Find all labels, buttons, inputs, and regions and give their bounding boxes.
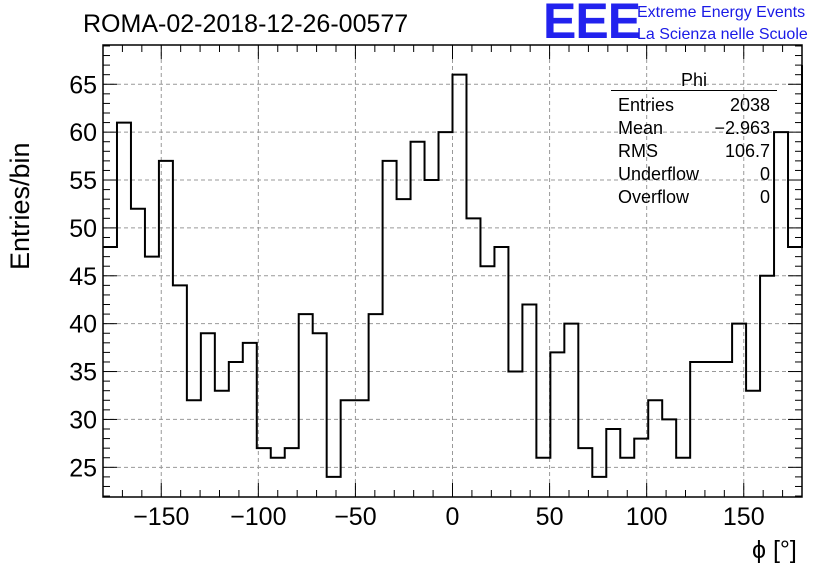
histogram-bin <box>746 391 760 497</box>
y-tick-label: 65 <box>69 71 97 99</box>
stats-value: 2038 <box>729 95 770 115</box>
histogram-bin <box>648 400 662 497</box>
stats-label: RMS <box>618 141 658 161</box>
histogram-bin <box>131 209 145 497</box>
stats-row-entries: Entries 2038 <box>611 94 777 117</box>
histogram-bin <box>201 333 215 497</box>
x-tick-label: −100 <box>230 503 286 531</box>
y-tick-label: 55 <box>69 167 97 195</box>
histogram-bin <box>466 218 480 497</box>
tick-labels: −150 −100 −50 0 50 100 150 25 30 35 40 45 50 55 60 65 <box>69 71 764 531</box>
histogram-bin <box>718 362 732 497</box>
stats-row-mean: Mean −2.963 <box>611 117 777 140</box>
y-tick-label: 50 <box>69 215 97 243</box>
x-tick-label: −50 <box>334 503 376 531</box>
stats-value: −2.963 <box>714 118 770 138</box>
eee-logo: EEE <box>543 0 641 49</box>
stats-box: Phi Entries 2038 Mean −2.963 RMS 106.7 U… <box>611 70 777 209</box>
histogram-bin <box>215 391 229 497</box>
histogram-bin <box>606 429 620 497</box>
histogram-bin <box>690 362 704 497</box>
histogram-bin <box>313 333 327 497</box>
histogram-bin <box>564 324 578 497</box>
stats-value: 0 <box>759 187 770 207</box>
stats-label: Entries <box>618 95 675 115</box>
histogram-bin <box>341 400 355 497</box>
stats-row-overflow: Overflow 0 <box>611 186 777 209</box>
x-tick-label: 150 <box>723 503 765 531</box>
grid <box>103 45 802 497</box>
y-tick-label: 35 <box>69 359 97 387</box>
histogram-bin <box>299 314 313 497</box>
histogram-bin <box>285 448 299 497</box>
histogram-bin <box>536 458 550 497</box>
histogram-bin <box>704 362 718 497</box>
y-tick-label: 45 <box>69 263 97 291</box>
histogram-bin <box>117 123 131 497</box>
histogram-bin <box>494 247 508 497</box>
x-axis-label: ϕ [°] <box>752 536 797 564</box>
histogram-bin <box>662 419 676 497</box>
stats-label: Underflow <box>618 164 700 184</box>
y-tick-label: 30 <box>69 406 97 434</box>
histogram-bin <box>145 257 159 497</box>
stats-value: 0 <box>759 164 770 184</box>
histogram-bin <box>159 161 173 497</box>
logo-line-2: La Scienza nelle Scuole <box>637 26 808 43</box>
histogram-bin <box>732 324 746 497</box>
x-tick-label: 50 <box>536 503 564 531</box>
histogram-bin <box>425 180 439 497</box>
histogram-bin <box>173 285 187 497</box>
histogram-bin <box>592 477 606 497</box>
stats-row-rms: RMS 106.7 <box>611 140 777 163</box>
histogram-bin <box>676 458 690 497</box>
histogram-bin <box>439 132 453 497</box>
histogram-bin <box>550 352 564 497</box>
y-tick-label: 25 <box>69 454 97 482</box>
histogram <box>103 65 803 497</box>
x-tick-label: −150 <box>133 503 189 531</box>
x-tick-label: 0 <box>446 503 460 531</box>
stats-label: Mean <box>618 118 664 138</box>
histogram-bin <box>187 400 201 497</box>
histogram-bin <box>480 266 494 497</box>
histogram-bin <box>411 142 425 497</box>
stats-title: Phi <box>611 70 777 91</box>
histogram-bin <box>355 400 369 497</box>
y-axis-label: Entries/bin <box>5 142 35 270</box>
y-tick-label: 60 <box>69 119 97 147</box>
histogram-bin <box>508 372 522 497</box>
histogram-bin <box>453 75 467 497</box>
histogram-bin <box>634 439 648 497</box>
stats-label: Overflow <box>618 187 690 207</box>
histogram-bin <box>578 448 592 497</box>
stats-value: 106.7 <box>724 141 770 161</box>
x-tick-label: 100 <box>626 503 668 531</box>
chart-title: ROMA-02-2018-12-26-00577 <box>83 10 409 38</box>
histogram-bin <box>243 343 257 497</box>
histogram-line <box>103 65 803 478</box>
logo-line-1: Extreme Energy Events <box>637 4 806 21</box>
histogram-bin <box>522 305 536 497</box>
histogram-bin <box>229 362 243 497</box>
histogram-bin <box>257 448 271 497</box>
stats-row-underflow: Underflow 0 <box>611 163 777 186</box>
histogram-bin <box>369 314 383 497</box>
y-tick-label: 40 <box>69 311 97 339</box>
histogram-bin <box>397 199 411 497</box>
histogram-bin <box>760 276 774 497</box>
histogram-bin <box>327 477 341 497</box>
histogram-bin <box>383 161 397 497</box>
axis-ticks <box>102 45 803 497</box>
